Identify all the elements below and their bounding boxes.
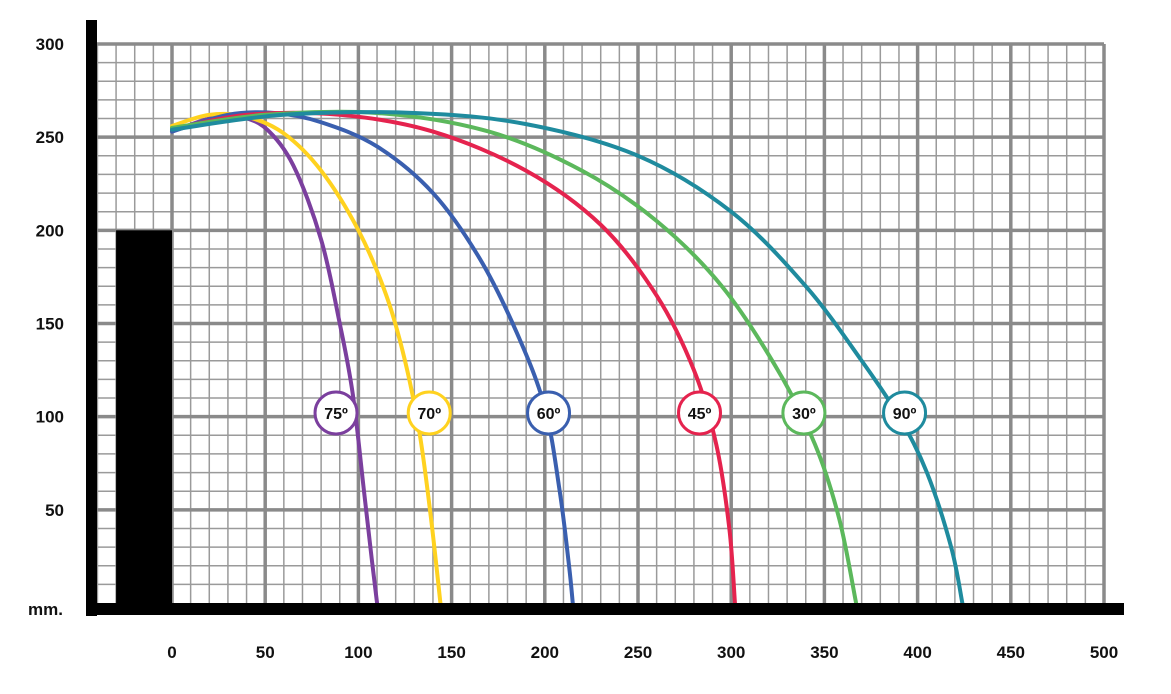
x-tick-label: 300: [717, 643, 745, 662]
x-tick-label: 350: [810, 643, 838, 662]
series-label-text: 75º: [324, 406, 348, 423]
x-tick-label: 0: [167, 643, 176, 662]
x-tick-label: 200: [531, 643, 559, 662]
grid-major: [88, 42, 1106, 603]
unit-label: mm.: [28, 600, 63, 619]
badge-layer: 75º 70º 60º 45º 30º 90º: [313, 390, 928, 436]
series-label-text: 45º: [688, 406, 712, 423]
series-label-circle: [406, 390, 452, 436]
x-axis-bar: [86, 603, 1124, 615]
series-label-circle: [526, 390, 572, 436]
series-line: [170, 113, 380, 605]
series-label-badge: 75º: [313, 390, 359, 436]
series-label-circle: [313, 390, 359, 436]
y-tick-label: 100: [36, 408, 64, 427]
x-tick-label: 250: [624, 643, 652, 662]
series-line: [170, 110, 575, 605]
series-label-badge: 70º: [406, 390, 452, 436]
x-tick-label: 100: [344, 643, 372, 662]
x-tick-label: 450: [997, 643, 1025, 662]
series-label-text: 60º: [537, 406, 561, 423]
series-label-text: 70º: [417, 406, 441, 423]
series-label-text: 90º: [893, 406, 917, 423]
series-line: [170, 111, 443, 605]
series-label-circle: [781, 390, 827, 436]
series-label-circle: [677, 390, 723, 436]
y-tick-label: 150: [36, 315, 64, 334]
obstacle-block: [116, 230, 172, 604]
series-label-badge: 30º: [781, 390, 827, 436]
x-tick-label: 150: [437, 643, 465, 662]
axes-layer: [86, 20, 1124, 616]
y-tick-label: 250: [36, 128, 64, 147]
series-layer: [170, 109, 965, 605]
tick-layer: 0 50 100 150 200 250 300 350 400 450 500 50 100 150 20…: [36, 35, 1119, 662]
y-tick-label: 50: [45, 501, 64, 520]
series-line: [170, 109, 859, 605]
series-line: [170, 110, 965, 605]
x-tick-label: 500: [1090, 643, 1118, 662]
series-label-circle: [882, 390, 928, 436]
x-tick-label: 50: [256, 643, 275, 662]
series-label-badge: 60º: [526, 390, 572, 436]
x-tick-label: 400: [903, 643, 931, 662]
y-tick-label: 300: [36, 35, 64, 54]
y-axis-bar: [86, 20, 97, 616]
series-label-badge: 45º: [677, 390, 723, 436]
series-label-text: 30º: [792, 406, 816, 423]
series-label-badge: 90º: [882, 390, 928, 436]
series-line: [170, 110, 737, 605]
y-tick-label: 200: [36, 221, 64, 240]
